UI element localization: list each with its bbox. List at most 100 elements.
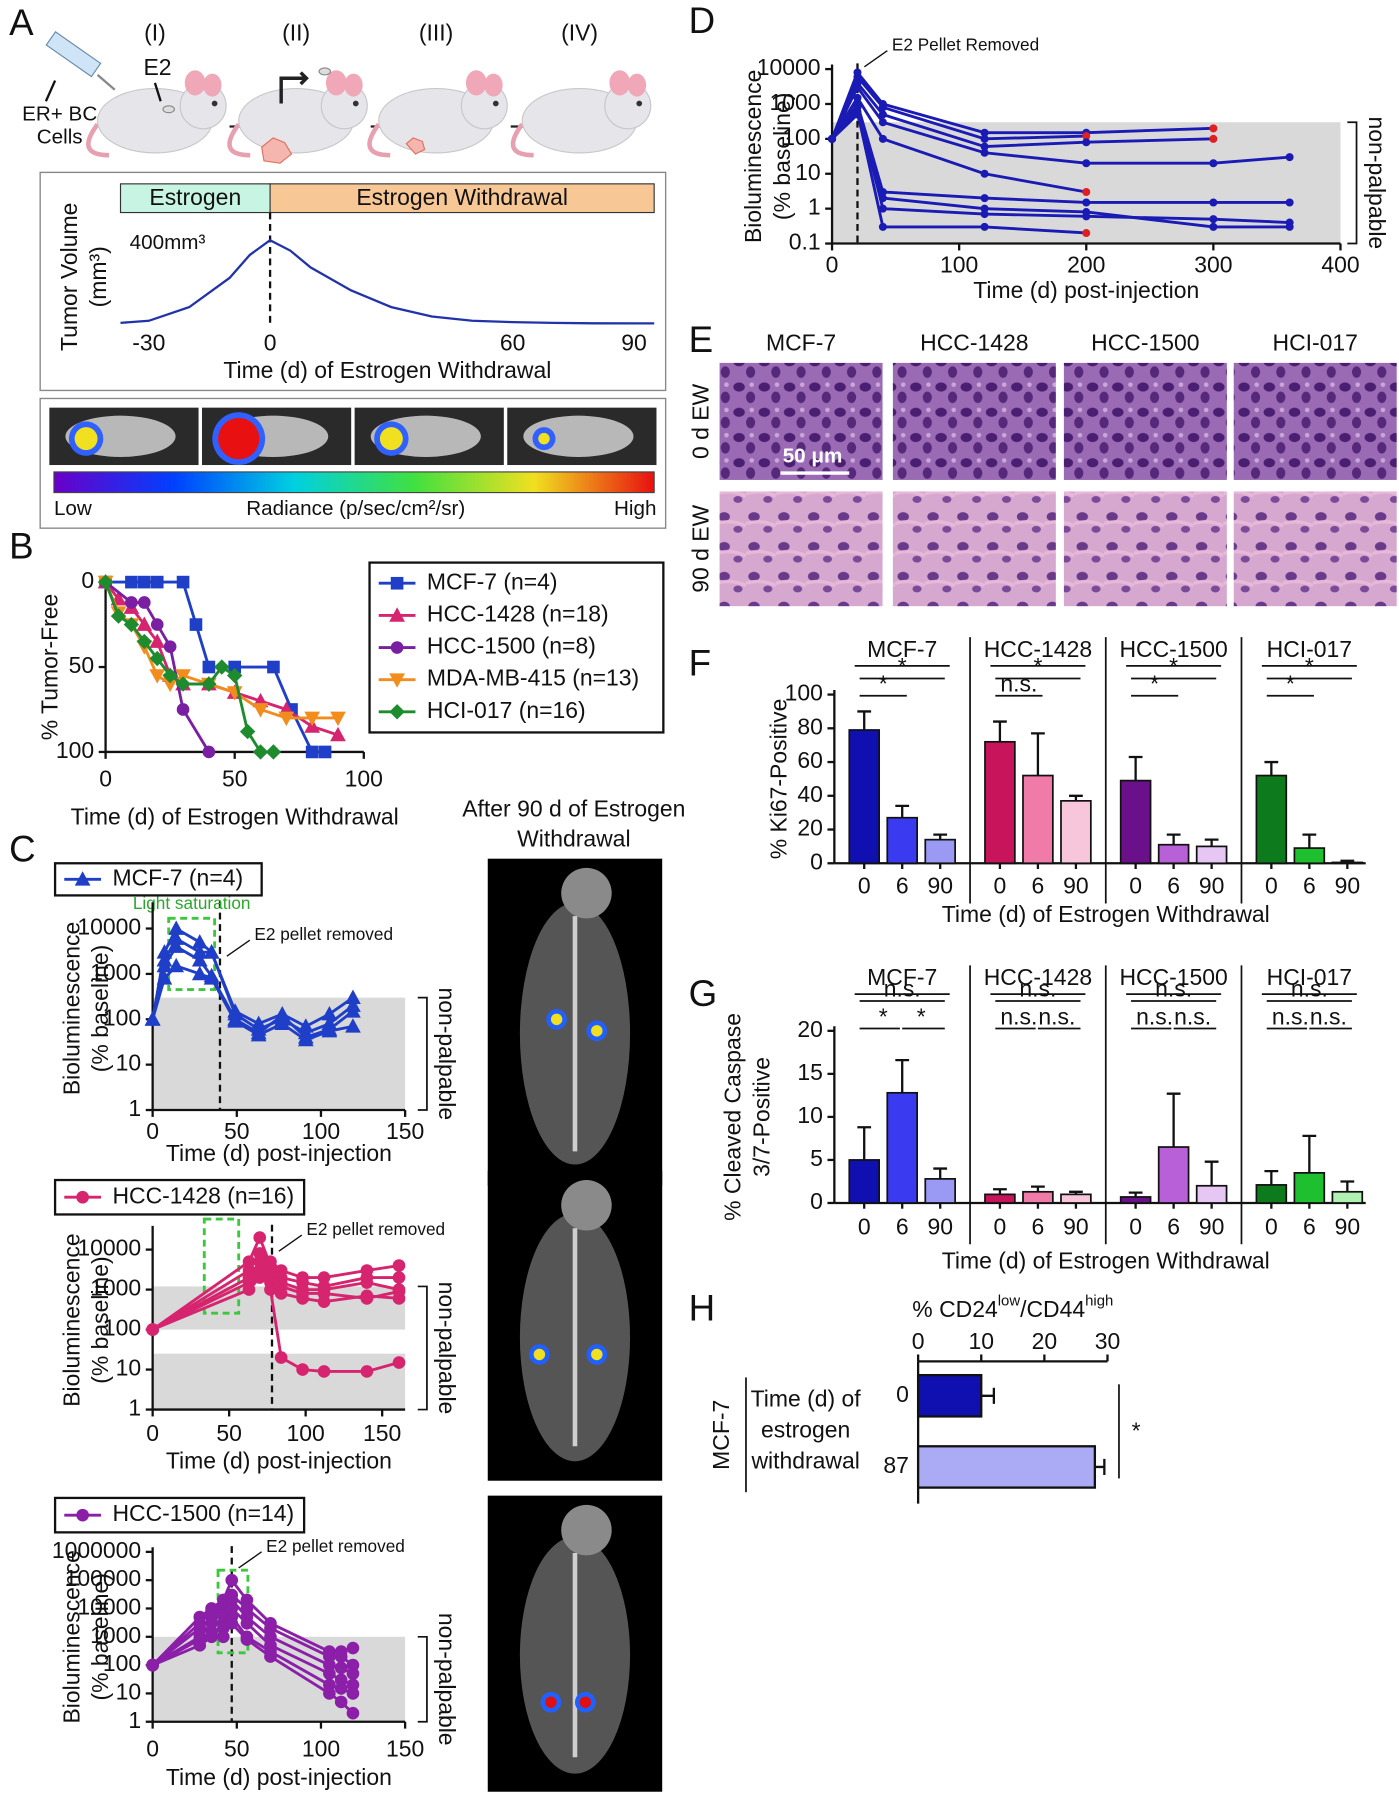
colorbar-high: High bbox=[614, 497, 656, 520]
marker bbox=[123, 616, 140, 633]
significance-label: n.s. bbox=[1155, 976, 1192, 1002]
x-tick-label: 6 bbox=[896, 1213, 909, 1239]
marker bbox=[317, 1365, 331, 1378]
x-axis-label: Time (d) of Estrogen Withdrawal bbox=[223, 357, 551, 383]
marker bbox=[305, 745, 319, 759]
significance-label: * bbox=[1286, 670, 1295, 696]
bar bbox=[886, 816, 918, 865]
marker bbox=[265, 744, 282, 760]
histology-image bbox=[1233, 362, 1397, 480]
panel-label: A bbox=[9, 2, 34, 43]
phase-bar bbox=[269, 183, 655, 214]
marker bbox=[175, 669, 191, 684]
panel-label: G bbox=[689, 973, 718, 1014]
marker bbox=[125, 575, 138, 589]
x-tick-label: -30 bbox=[132, 330, 165, 356]
bar bbox=[924, 838, 956, 865]
significance-label: * bbox=[1169, 653, 1178, 679]
group-label: HCI-017 bbox=[1267, 636, 1352, 662]
x-axis-label: Time (d) of Estrogen Withdrawal bbox=[942, 901, 1270, 927]
phase-label: Estrogen Withdrawal bbox=[356, 184, 568, 210]
group-label: MCF-7 bbox=[867, 636, 937, 662]
marker bbox=[392, 1259, 406, 1272]
x-tick-label: 200 bbox=[1067, 252, 1105, 278]
x-tick-label: 100 bbox=[345, 766, 383, 792]
marker bbox=[136, 616, 153, 631]
shade-region bbox=[152, 1636, 406, 1722]
legend-label: HCI-017 (n=16) bbox=[427, 697, 586, 723]
marker bbox=[1082, 138, 1091, 147]
x-axis-label: Time (d) post-injection bbox=[166, 1764, 392, 1790]
marker bbox=[297, 1031, 314, 1047]
ct-signal bbox=[533, 1348, 546, 1361]
x-tick-label: 0 bbox=[826, 252, 839, 278]
group-label: HCC-1428 bbox=[984, 636, 1092, 662]
marker bbox=[242, 1255, 256, 1268]
x-axis-label-part: low bbox=[998, 1294, 1021, 1310]
colorbar-title: Radiance (p/sec/cm²/sr) bbox=[246, 497, 465, 520]
bar bbox=[1293, 847, 1326, 865]
marker bbox=[390, 576, 404, 590]
marker bbox=[980, 204, 989, 213]
y-tick-label: 100 bbox=[103, 1650, 141, 1676]
y-tick-label: 10 bbox=[116, 1050, 142, 1076]
x-tick-label: 6 bbox=[1303, 872, 1316, 898]
marker bbox=[267, 660, 280, 674]
marker bbox=[360, 1289, 374, 1303]
marker bbox=[334, 1695, 348, 1709]
x-tick-label: 0 bbox=[858, 1213, 871, 1239]
significance-label: * bbox=[1033, 653, 1042, 679]
y-tick-label: 100000 bbox=[65, 1565, 142, 1591]
marker bbox=[278, 711, 295, 727]
x-tick-label: 400 bbox=[1321, 252, 1359, 278]
marker bbox=[1209, 215, 1218, 224]
annotation-arrow bbox=[238, 1551, 262, 1569]
marker bbox=[252, 703, 269, 718]
marker bbox=[144, 1011, 161, 1026]
panel-label: D bbox=[689, 0, 716, 41]
significance-label: n.s. bbox=[884, 976, 921, 1002]
phase-label: Estrogen bbox=[149, 184, 241, 210]
marker bbox=[175, 676, 191, 692]
marker bbox=[202, 745, 216, 759]
y-axis-label: estrogen bbox=[761, 1416, 850, 1442]
y-tick-label: 10000 bbox=[77, 1235, 141, 1261]
marker bbox=[980, 169, 989, 178]
mouse-eye bbox=[352, 100, 359, 107]
x-axis-label: Time (d) of Estrogen Withdrawal bbox=[942, 1248, 1270, 1274]
x-tick-label: 50 bbox=[224, 1118, 250, 1144]
y-tick-label: 100 bbox=[785, 680, 823, 706]
marker bbox=[239, 723, 256, 740]
bar bbox=[1195, 845, 1228, 865]
bar bbox=[1331, 861, 1364, 865]
mouse-ear bbox=[484, 73, 503, 97]
mouse-eye bbox=[211, 100, 218, 107]
shade-label: non-palpable bbox=[434, 987, 460, 1120]
histology-column: HCC-1428 bbox=[920, 330, 1028, 356]
marker bbox=[76, 1190, 89, 1204]
bli-signal bbox=[379, 427, 403, 451]
y-axis-label: Bioluminescence bbox=[59, 1233, 85, 1406]
marker bbox=[980, 148, 989, 157]
legend-label: HCC-1500 (n=8) bbox=[427, 633, 596, 659]
x-tick-label: 0 bbox=[1129, 872, 1142, 898]
marker bbox=[242, 1271, 256, 1284]
error-bar bbox=[1204, 838, 1219, 847]
marker bbox=[149, 650, 165, 667]
x-axis-label: % CD24low/CD44high bbox=[912, 1294, 1113, 1322]
y-axis-label: Bioluminescence bbox=[59, 922, 85, 1095]
x-tick-label: 0 bbox=[994, 1213, 1007, 1239]
bar bbox=[1060, 799, 1092, 865]
marker bbox=[1209, 159, 1218, 168]
significance-label: n.s. bbox=[1000, 670, 1037, 696]
legend-box bbox=[368, 561, 665, 734]
error-bar bbox=[1069, 794, 1083, 801]
histology-image bbox=[1233, 491, 1397, 607]
marker bbox=[217, 1630, 230, 1644]
x-axis-label: Time (d) post-injection bbox=[166, 1140, 392, 1166]
marker bbox=[1285, 222, 1294, 231]
ct-signal bbox=[591, 1348, 603, 1361]
marker bbox=[242, 1283, 256, 1296]
y-tick-label: 1 bbox=[128, 1395, 141, 1421]
